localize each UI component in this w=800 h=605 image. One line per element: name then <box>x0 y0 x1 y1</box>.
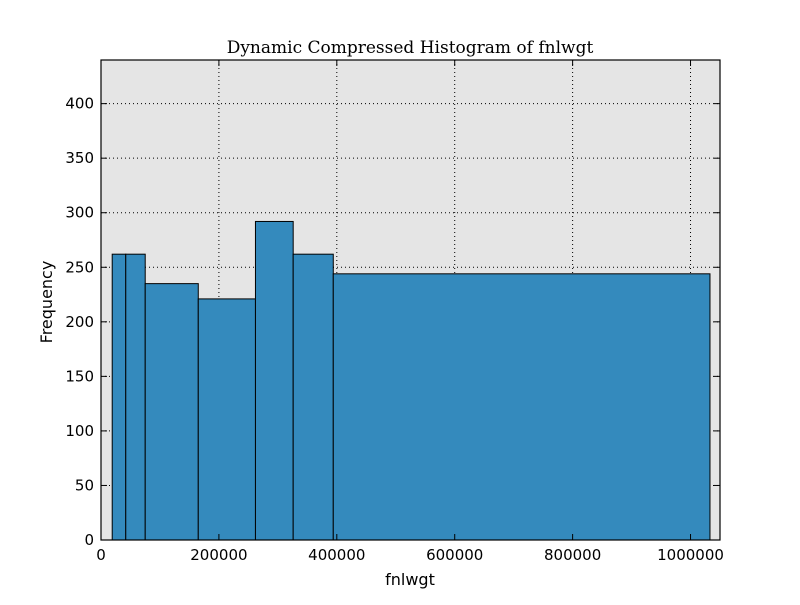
y-tick-label: 100 <box>65 422 94 440</box>
histogram-bar <box>125 253 146 541</box>
y-tick-label: 200 <box>65 313 94 331</box>
x-tick-label: 200000 <box>190 546 247 564</box>
y-tick-label: 400 <box>65 95 94 113</box>
chart-title: Dynamic Compressed Histogram of fnlwgt <box>227 38 594 58</box>
y-tick-label: 50 <box>75 476 94 494</box>
histogram-bar <box>111 253 127 541</box>
x-tick-label: 600000 <box>426 546 483 564</box>
plot-frame <box>100 59 721 541</box>
y-tick-label: 250 <box>65 258 94 276</box>
histogram-bar <box>292 253 334 541</box>
histogram-bar <box>144 283 199 541</box>
histogram-bar <box>254 220 294 541</box>
y-tick-label: 300 <box>65 204 94 222</box>
plot-area: 0 200000 400000 600000 800000 1000000 0 50 100 15… <box>65 59 724 564</box>
x-tick-label: 1000000 <box>657 546 724 564</box>
y-axis-label: Frequency <box>37 261 56 344</box>
y-tick-label: 0 <box>84 531 94 549</box>
x-tick-label: 800000 <box>544 546 601 564</box>
x-tick-label: 0 <box>96 546 106 564</box>
x-tick-label: 400000 <box>308 546 365 564</box>
y-tick-label: 350 <box>65 149 94 167</box>
histogram-bar <box>332 273 711 541</box>
histogram-bar <box>197 298 256 541</box>
x-axis-label: fnlwgt <box>385 570 435 589</box>
y-tick-label: 150 <box>65 367 94 385</box>
